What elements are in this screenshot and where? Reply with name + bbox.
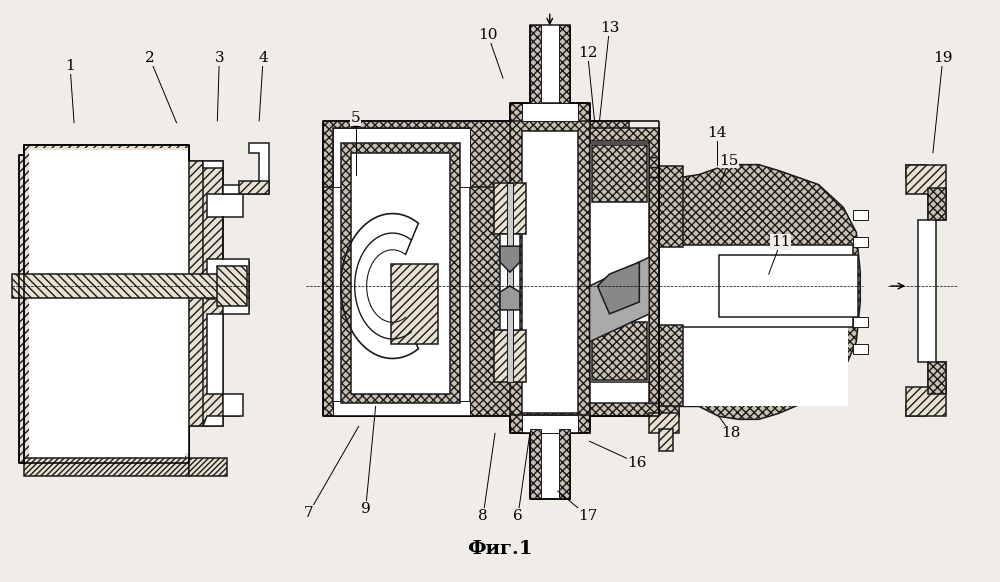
Text: 11: 11 xyxy=(771,235,790,249)
Bar xyxy=(510,416,590,434)
Bar xyxy=(507,183,513,382)
Text: 2: 2 xyxy=(145,51,155,65)
Bar xyxy=(530,430,541,499)
Bar xyxy=(590,128,659,416)
Text: 9: 9 xyxy=(361,502,371,516)
Bar xyxy=(29,150,185,458)
Bar xyxy=(928,361,946,393)
Bar xyxy=(32,148,117,456)
Bar xyxy=(24,145,189,463)
Bar xyxy=(510,118,590,427)
Bar xyxy=(37,151,188,453)
Bar xyxy=(494,183,526,235)
Bar xyxy=(522,103,578,121)
Polygon shape xyxy=(19,145,249,463)
Bar xyxy=(853,210,868,221)
Text: 3: 3 xyxy=(215,51,224,65)
Bar xyxy=(853,317,868,327)
Bar xyxy=(217,266,247,306)
Text: 14: 14 xyxy=(707,126,727,140)
Bar xyxy=(239,180,269,194)
Bar xyxy=(719,255,858,317)
Bar xyxy=(323,138,629,416)
Bar xyxy=(659,166,683,247)
Text: 6: 6 xyxy=(513,509,523,523)
Bar xyxy=(351,152,450,393)
Bar xyxy=(592,145,647,203)
Bar xyxy=(333,402,470,416)
Text: 7: 7 xyxy=(304,506,314,520)
Bar xyxy=(559,25,570,103)
Polygon shape xyxy=(203,161,249,427)
Bar xyxy=(590,141,649,403)
Bar xyxy=(522,416,578,434)
Polygon shape xyxy=(500,246,520,272)
Bar xyxy=(659,325,683,406)
Bar xyxy=(12,274,249,298)
Bar xyxy=(659,430,673,451)
Text: 15: 15 xyxy=(719,154,739,168)
Bar xyxy=(853,237,868,247)
Text: 10: 10 xyxy=(478,28,498,42)
Bar xyxy=(341,143,460,403)
Bar xyxy=(659,327,848,406)
Bar xyxy=(510,103,590,121)
Text: 5: 5 xyxy=(351,111,361,125)
Bar xyxy=(530,430,570,499)
Bar xyxy=(323,121,629,187)
Bar xyxy=(649,413,679,434)
Bar xyxy=(590,143,649,382)
Polygon shape xyxy=(649,158,860,427)
Bar xyxy=(928,189,946,221)
Bar xyxy=(659,337,679,403)
Bar xyxy=(559,430,570,499)
Text: 19: 19 xyxy=(933,51,953,65)
Text: 18: 18 xyxy=(721,427,741,441)
Bar xyxy=(659,245,853,327)
Bar xyxy=(500,235,520,330)
Text: 13: 13 xyxy=(600,22,619,36)
Polygon shape xyxy=(500,286,520,310)
Bar xyxy=(522,131,578,413)
Bar xyxy=(333,128,470,187)
Bar xyxy=(32,148,189,456)
Polygon shape xyxy=(223,143,269,194)
Polygon shape xyxy=(590,257,649,342)
Bar xyxy=(391,264,438,344)
Polygon shape xyxy=(598,262,639,314)
Polygon shape xyxy=(906,165,946,416)
Bar xyxy=(494,330,526,382)
Bar xyxy=(189,161,203,427)
Bar xyxy=(592,322,647,379)
Text: 16: 16 xyxy=(628,456,647,470)
Bar xyxy=(333,128,470,406)
Text: 8: 8 xyxy=(478,509,488,523)
Text: 17: 17 xyxy=(578,509,597,523)
Bar xyxy=(853,344,868,354)
Text: 4: 4 xyxy=(258,51,268,65)
Bar xyxy=(530,25,541,103)
Text: 12: 12 xyxy=(578,46,597,60)
Bar xyxy=(189,458,227,476)
Bar xyxy=(24,458,189,476)
Text: Фиг.1: Фиг.1 xyxy=(467,540,533,558)
Bar xyxy=(530,25,570,103)
Bar xyxy=(906,386,946,416)
Text: 1: 1 xyxy=(65,59,75,73)
Bar xyxy=(117,148,189,456)
Bar xyxy=(906,165,946,194)
